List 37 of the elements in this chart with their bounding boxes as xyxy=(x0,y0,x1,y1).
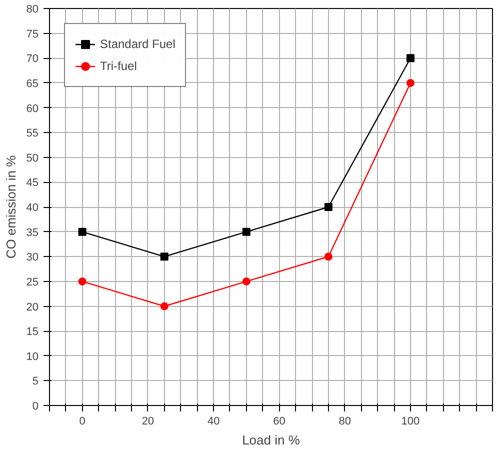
y-tick-label: 10 xyxy=(26,350,39,363)
y-tick-label: 45 xyxy=(26,177,39,190)
legend-label: Standard Fuel xyxy=(100,37,176,51)
y-tick-label: 70 xyxy=(26,53,39,66)
x-tick-label: 100 xyxy=(401,416,420,428)
point xyxy=(242,228,250,236)
y-tick-label: 50 xyxy=(26,152,39,164)
y-tick-label: 0 xyxy=(32,400,39,412)
legend-label: Tri-fuel xyxy=(100,59,137,73)
y-tick-label: 55 xyxy=(26,128,39,140)
y-tick-label: 80 xyxy=(26,4,39,16)
x-tick-label: 40 xyxy=(207,416,220,428)
point xyxy=(324,252,332,261)
y-tick-label: 40 xyxy=(26,202,39,214)
point xyxy=(160,252,168,261)
y-tick-label: 60 xyxy=(26,102,39,115)
y-tick-label: 20 xyxy=(26,301,39,314)
y-tick-label: 15 xyxy=(26,326,39,338)
y-tick-label: 35 xyxy=(26,226,39,239)
y-axis-title: CO emission in % xyxy=(3,154,18,259)
point xyxy=(406,54,414,62)
point xyxy=(78,277,86,286)
point xyxy=(160,302,168,310)
y-tick-label: 65 xyxy=(26,78,39,90)
point xyxy=(406,78,414,87)
x-tick-label: 20 xyxy=(142,416,154,428)
x-tick-label: 60 xyxy=(273,416,286,428)
point xyxy=(78,228,86,236)
x-tick-label: 80 xyxy=(338,416,351,428)
point xyxy=(242,277,250,286)
y-tick-label: 5 xyxy=(32,376,39,388)
x-axis-title: Load in % xyxy=(242,432,300,448)
y-tick-label: 25 xyxy=(26,276,39,288)
y-tick-label: 30 xyxy=(26,252,39,264)
point xyxy=(324,203,332,211)
x-tick-label: 0 xyxy=(79,416,86,428)
y-tick-label: 75 xyxy=(26,28,39,40)
